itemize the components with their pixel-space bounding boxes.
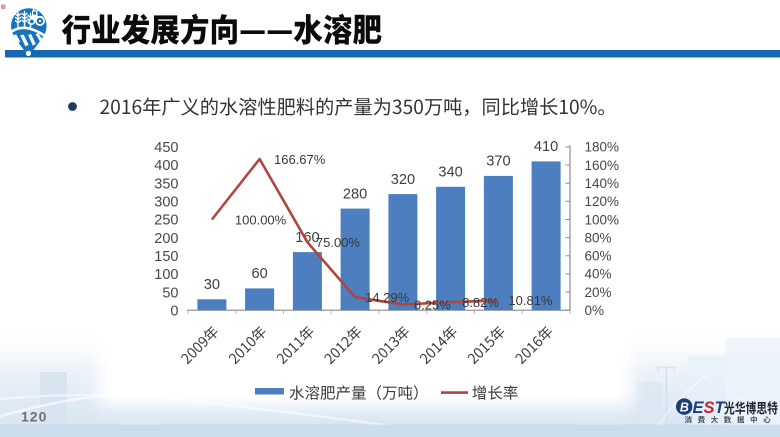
svg-text:320: 320 xyxy=(391,172,415,188)
svg-text:250: 250 xyxy=(154,213,178,229)
svg-text:B: B xyxy=(680,400,689,414)
svg-text:0%: 0% xyxy=(585,303,605,318)
svg-text:140%: 140% xyxy=(585,176,620,191)
svg-text:370: 370 xyxy=(486,154,510,170)
svg-text:75.00%: 75.00% xyxy=(316,235,361,250)
svg-text:60: 60 xyxy=(251,266,267,282)
svg-text:10.81%: 10.81% xyxy=(508,293,553,308)
svg-text:350: 350 xyxy=(154,176,178,192)
svg-text:160%: 160% xyxy=(585,158,620,173)
svg-text:0: 0 xyxy=(170,303,178,319)
svg-text:100%: 100% xyxy=(585,212,620,227)
svg-text:EST: EST xyxy=(693,399,727,417)
svg-text:400: 400 xyxy=(154,158,178,174)
svg-text:80%: 80% xyxy=(585,230,612,245)
svg-text:410: 410 xyxy=(534,139,558,155)
svg-text:6.25%: 6.25% xyxy=(414,297,451,312)
svg-text:150: 150 xyxy=(154,249,178,265)
svg-text:300: 300 xyxy=(154,195,178,211)
svg-text:14.29%: 14.29% xyxy=(365,290,410,305)
svg-text:166.67%: 166.67% xyxy=(274,152,326,167)
svg-text:40%: 40% xyxy=(585,267,612,282)
svg-text:20%: 20% xyxy=(585,285,612,300)
svg-text:30: 30 xyxy=(204,277,220,293)
svg-text:50: 50 xyxy=(162,285,178,301)
svg-text:100: 100 xyxy=(154,267,178,283)
svg-text:450: 450 xyxy=(154,140,178,156)
svg-text:100.00%: 100.00% xyxy=(235,212,287,227)
svg-text:340: 340 xyxy=(438,165,462,181)
svg-text:8.82%: 8.82% xyxy=(462,295,499,310)
svg-text:120%: 120% xyxy=(585,194,620,209)
svg-text:180%: 180% xyxy=(585,140,620,155)
svg-text:200: 200 xyxy=(154,231,178,247)
svg-text:60%: 60% xyxy=(585,249,612,264)
svg-text:120: 120 xyxy=(21,409,47,425)
svg-text:280: 280 xyxy=(343,186,367,202)
